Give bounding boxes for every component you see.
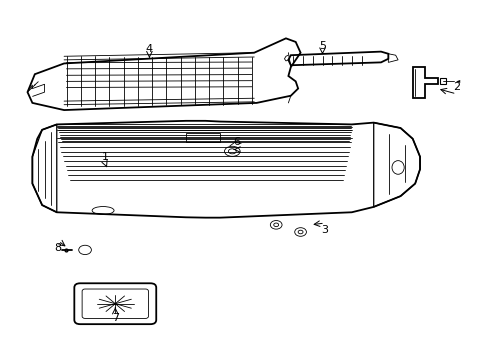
Bar <box>185 134 220 142</box>
Text: 7: 7 <box>111 313 119 323</box>
Text: 5: 5 <box>318 41 325 50</box>
Text: 6: 6 <box>233 138 240 147</box>
Text: 3: 3 <box>321 225 328 235</box>
Text: 4: 4 <box>145 44 153 54</box>
Text: 2: 2 <box>452 82 459 92</box>
Text: 8: 8 <box>55 243 61 253</box>
Text: ◄: ◄ <box>455 78 459 84</box>
Text: 1: 1 <box>102 152 109 162</box>
